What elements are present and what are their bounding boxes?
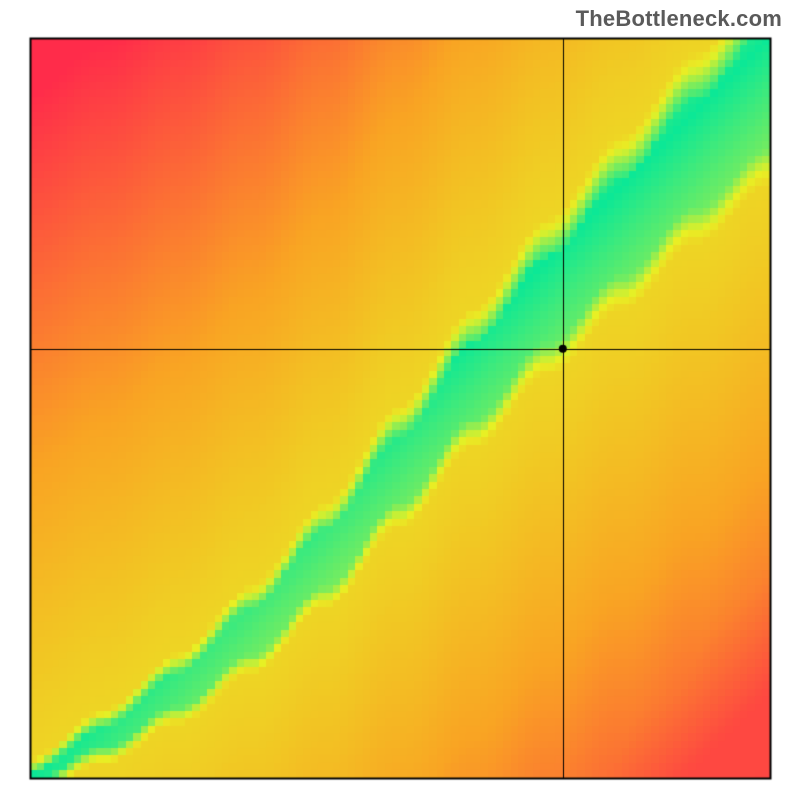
chart-container: TheBottleneck.com — [0, 0, 800, 800]
bottleneck-heatmap — [0, 0, 800, 800]
watermark-text: TheBottleneck.com — [576, 6, 782, 32]
